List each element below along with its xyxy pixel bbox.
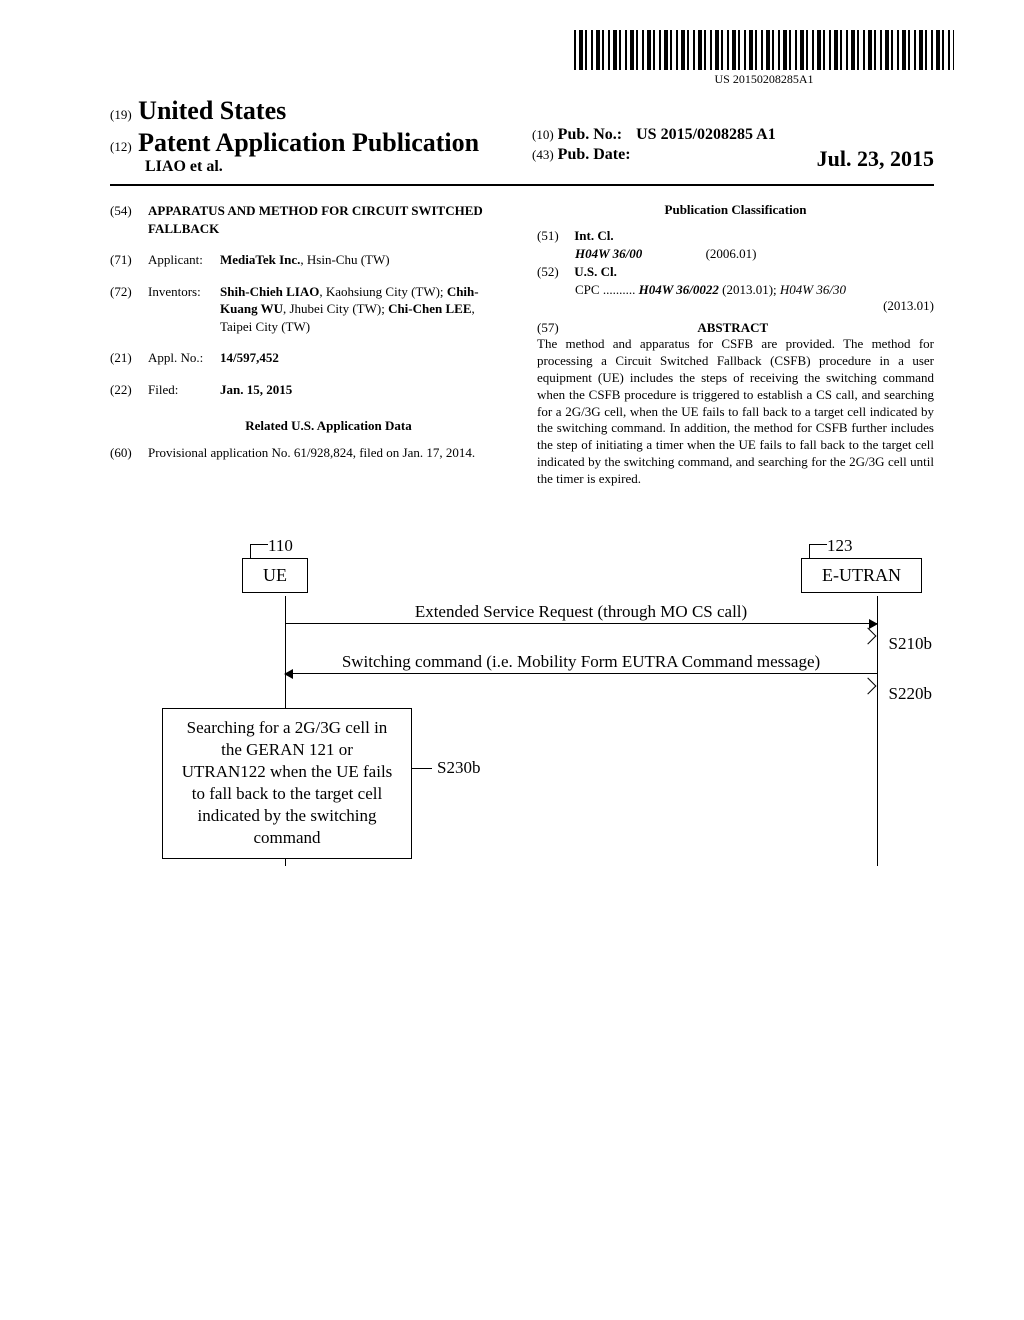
classification-heading: Publication Classification <box>537 202 934 218</box>
inventors-num: (72) <box>110 283 148 336</box>
intcl-code: H04W 36/00 <box>575 246 642 261</box>
appl-no: 14/597,452 <box>220 349 507 367</box>
msg2-arrow <box>285 673 877 674</box>
eutran-node: E-UTRAN <box>801 558 922 593</box>
filed-prefix: (22) <box>110 381 148 399</box>
doc-type-line: (12) Patent Application Publication <box>110 128 512 158</box>
applicant-name: MediaTek Inc. <box>220 252 300 267</box>
cpc2: H04W 36/30 <box>780 282 846 297</box>
country-prefix: (19) <box>110 107 132 122</box>
country: United States <box>138 96 286 125</box>
cpc1: H04W 36/0022 <box>639 282 719 297</box>
doc-type-prefix: (12) <box>110 139 132 154</box>
abstract-num: (57) <box>537 320 571 336</box>
pub-date-line: (43) Pub. Date: Jul. 23, 2015 <box>532 146 934 164</box>
msg1-arrow <box>285 623 877 624</box>
msg1-label: Extended Service Request (through MO CS … <box>285 602 877 622</box>
invention-title: APPARATUS AND METHOD FOR CIRCUIT SWITCHE… <box>148 202 507 237</box>
pub-no-line: (10) Pub. No.: US 2015/0208285 A1 <box>532 126 934 144</box>
sequence-diagram: 110 UE 123 E-UTRAN Extended Service Requ… <box>142 558 902 593</box>
inventors-value: Shih-Chieh LIAO, Kaohsiung City (TW); Ch… <box>220 283 507 336</box>
uscl-label: U.S. Cl. <box>574 264 617 279</box>
process-box: Searching for a 2G/3G cell in the GERAN … <box>162 708 412 859</box>
applicant-label: Applicant: <box>148 251 220 269</box>
applicant-value: MediaTek Inc., Hsin-Chu (TW) <box>220 251 507 269</box>
pub-no-label: Pub. No.: <box>558 126 622 143</box>
abstract-text: The method and apparatus for CSFB are pr… <box>537 336 934 488</box>
barcode-stripes <box>574 30 954 70</box>
uscl-num: (52) <box>537 264 571 280</box>
barcode-text: US 20150208285A1 <box>574 72 954 87</box>
step2-label: S220b <box>889 684 932 704</box>
pub-no-prefix: (10) <box>532 127 554 142</box>
country-line: (19) United States <box>110 96 512 126</box>
related-heading: Related U.S. Application Data <box>110 418 507 434</box>
step1-tick <box>860 628 877 645</box>
inv1: Shih-Chieh LIAO <box>220 284 319 299</box>
inv2-rest: , Jhubei City (TW); <box>283 301 388 316</box>
pub-no: US 2015/0208285 A1 <box>636 126 776 143</box>
filed-label: Filed: <box>148 381 220 399</box>
prov-text: Provisional application No. 61/928,824, … <box>148 444 507 462</box>
abstract-label: ABSTRACT <box>574 320 891 336</box>
ue-ref: 110 <box>268 536 293 556</box>
eutran-leader <box>809 544 827 558</box>
pub-date: Jul. 23, 2015 <box>817 146 934 172</box>
eutran-ref: 123 <box>827 536 853 556</box>
step2-tick <box>860 678 877 695</box>
cpc1-date: (2013.01); <box>719 282 780 297</box>
authors-line: LIAO et al. <box>110 158 512 176</box>
intcl-date: (2006.01) <box>706 246 757 261</box>
doc-type: Patent Application Publication <box>138 128 479 157</box>
header-divider <box>110 184 934 186</box>
applicant-loc: , Hsin-Chu (TW) <box>300 252 389 267</box>
inv3: Chi-Chen LEE <box>388 301 471 316</box>
applicant-num: (71) <box>110 251 148 269</box>
pub-date-prefix: (43) <box>532 147 554 162</box>
step3-connector <box>412 768 432 769</box>
inventors-label: Inventors: <box>148 283 220 336</box>
eutran-lifeline <box>877 596 878 866</box>
step3-label: S230b <box>437 758 480 778</box>
cpc2-date: (2013.01) <box>537 298 934 314</box>
intcl-num: (51) <box>537 228 571 244</box>
appl-label: Appl. No.: <box>148 349 220 367</box>
appl-num-prefix: (21) <box>110 349 148 367</box>
cpc-label: CPC .......... <box>575 282 635 297</box>
inv1-rest: , Kaohsiung City (TW); <box>319 284 446 299</box>
msg2-label: Switching command (i.e. Mobility Form EU… <box>285 652 877 672</box>
pub-date-label: Pub. Date: <box>558 146 631 163</box>
filed-date: Jan. 15, 2015 <box>220 381 507 399</box>
prov-prefix: (60) <box>110 444 148 462</box>
step1-label: S210b <box>889 634 932 654</box>
title-num: (54) <box>110 202 148 237</box>
ue-leader <box>250 544 268 558</box>
ue-node: UE <box>242 558 308 593</box>
cpc-line: CPC .......... H04W 36/0022 (2013.01); H… <box>537 282 934 298</box>
intcl-label: Int. Cl. <box>574 228 613 243</box>
barcode-area: US 20150208285A1 <box>110 30 954 88</box>
